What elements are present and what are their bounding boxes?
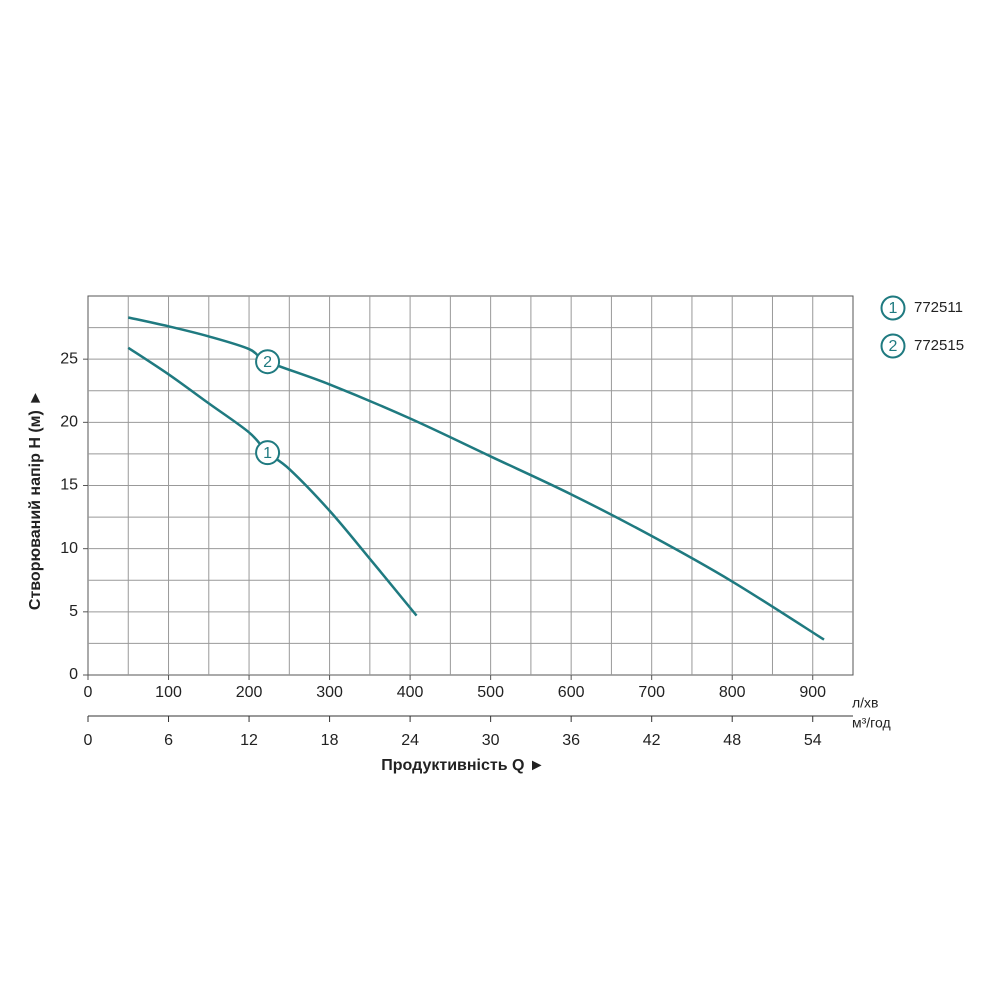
legend-marker-label: 2	[889, 338, 898, 355]
legend-marker-label: 1	[889, 300, 898, 317]
x-tick-label: 500	[477, 684, 504, 701]
x2-tick-label: 0	[84, 732, 93, 749]
x2-tick-label: 42	[643, 732, 661, 749]
x2-tick-label: 24	[401, 732, 419, 749]
x2-tick-label: 18	[321, 732, 339, 749]
curve	[127, 316, 825, 641]
x-tick-label: 600	[558, 684, 585, 701]
y-axis-label: Створюваний напір H (м) ►	[27, 390, 44, 610]
curve	[127, 346, 418, 617]
legend-label: 772511	[914, 299, 963, 316]
curve-marker-label: 1	[263, 445, 272, 462]
x2-tick-label: 54	[804, 732, 822, 749]
x2-tick-label: 48	[723, 732, 741, 749]
x-axis-label: Продуктивність Q ►	[381, 757, 544, 774]
y-tick-label: 15	[60, 477, 78, 494]
y-tick-label: 20	[60, 414, 78, 431]
y-tick-label: 5	[69, 603, 78, 620]
y-tick-label: 10	[60, 540, 78, 557]
curve-marker	[255, 349, 281, 375]
x-tick-label: 700	[638, 684, 665, 701]
y-tick-label: 25	[60, 350, 78, 367]
legend-marker	[880, 295, 906, 321]
x-tick-label: 100	[155, 684, 182, 701]
x-tick-label: 800	[719, 684, 746, 701]
x2-tick-label: 12	[240, 732, 258, 749]
x2-tick-label: 30	[482, 732, 500, 749]
x-tick-label: 300	[316, 684, 343, 701]
x2-unit: м³/год	[852, 715, 891, 731]
x2-tick-label: 36	[562, 732, 580, 749]
legend-marker	[880, 333, 906, 359]
curve-marker	[255, 440, 281, 466]
y-tick-label: 0	[69, 666, 78, 683]
x-tick-label: 900	[799, 684, 826, 701]
curve-marker-label: 2	[263, 354, 272, 371]
x-tick-label: 200	[236, 684, 263, 701]
x-unit: л/хв	[852, 695, 879, 711]
x-tick-label: 0	[84, 684, 93, 701]
legend-label: 772515	[914, 337, 964, 354]
x-tick-label: 400	[397, 684, 424, 701]
x2-tick-label: 6	[164, 732, 173, 749]
